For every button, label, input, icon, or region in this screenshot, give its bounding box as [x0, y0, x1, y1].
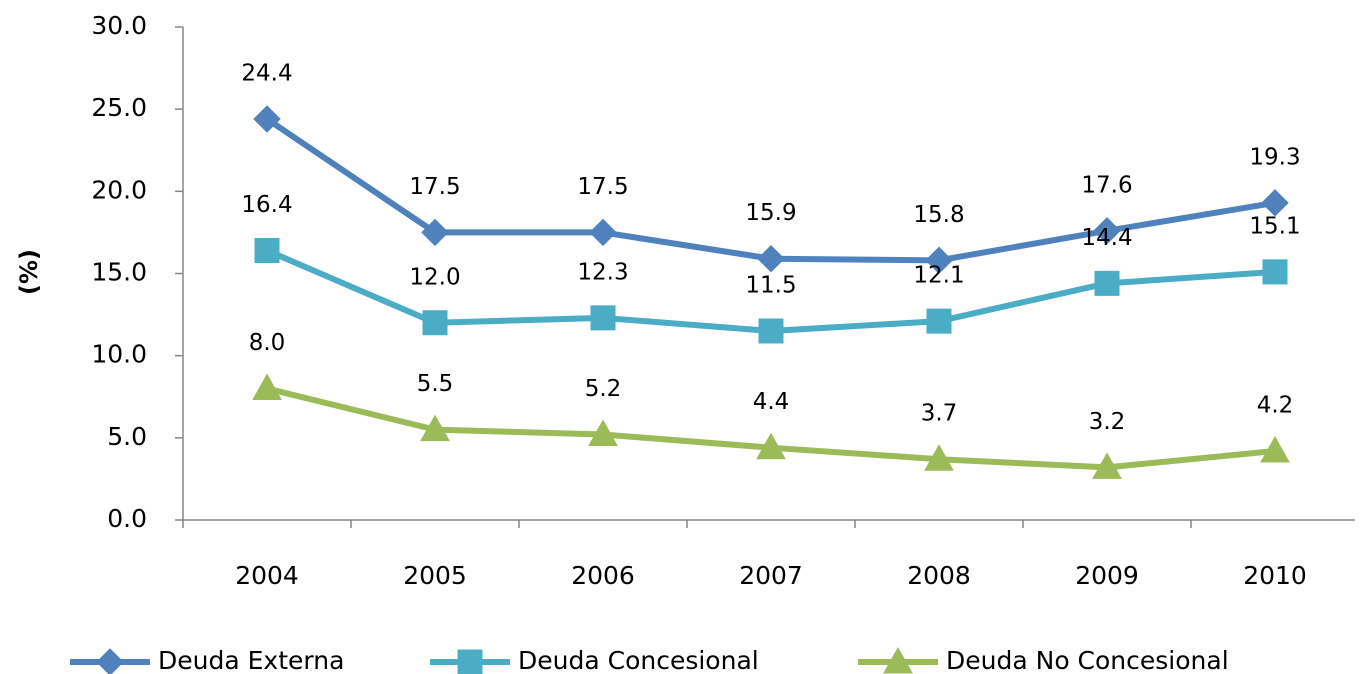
data-label: 16.4 — [241, 192, 292, 218]
point — [1092, 452, 1122, 479]
data-label: 17.6 — [1081, 172, 1132, 198]
data-label: 3.7 — [921, 401, 958, 427]
data-label: 8.0 — [249, 330, 286, 356]
point — [1261, 189, 1289, 217]
data-label: 12.3 — [577, 259, 628, 285]
data-label: 5.2 — [585, 376, 622, 402]
x-tick-label: 2008 — [907, 561, 971, 590]
point — [757, 245, 785, 273]
x-tick-label: 2004 — [235, 561, 299, 590]
y-tick-label: 25.0 — [91, 93, 147, 122]
data-label: 15.9 — [745, 200, 796, 226]
data-label: 4.4 — [753, 389, 790, 415]
point — [588, 419, 618, 447]
y-tick-label: 5.0 — [107, 422, 147, 451]
y-tick-label: 15.0 — [91, 258, 147, 287]
point — [924, 444, 954, 471]
legend-marker — [96, 648, 124, 674]
data-label: 4.2 — [1257, 392, 1294, 418]
data-label: 11.5 — [745, 273, 796, 299]
data-label: 15.1 — [1249, 213, 1300, 239]
data-label: 3.2 — [1089, 409, 1126, 435]
point — [252, 373, 282, 401]
data-label: 17.5 — [577, 174, 628, 200]
x-tick-label: 2009 — [1075, 561, 1139, 590]
point — [756, 432, 786, 460]
data-label: 14.4 — [1081, 225, 1132, 251]
point — [1093, 217, 1121, 245]
point — [1260, 435, 1290, 463]
x-tick-label: 2005 — [403, 561, 467, 590]
point — [421, 218, 449, 247]
y-tick-label: 0.0 — [107, 504, 147, 533]
y-tick-label: 20.0 — [91, 175, 147, 204]
data-label: 15.8 — [913, 202, 964, 228]
y-tick-label: 30.0 — [91, 11, 147, 40]
legend-label: Deuda No Concesional — [946, 646, 1229, 674]
point — [253, 105, 281, 133]
legend-label: Deuda Concesional — [518, 646, 759, 674]
data-label: 12.0 — [409, 264, 460, 290]
point — [926, 308, 952, 334]
data-label: 24.4 — [241, 61, 292, 87]
data-label: 19.3 — [1249, 144, 1300, 170]
data-label: 12.1 — [913, 263, 964, 289]
x-tick-label: 2010 — [1243, 561, 1307, 590]
point — [422, 310, 448, 336]
point — [925, 246, 953, 275]
point — [758, 318, 784, 344]
legend-marker — [457, 649, 483, 674]
legend-label: Deuda Externa — [158, 646, 344, 674]
x-tick-label: 2006 — [571, 561, 635, 590]
point — [589, 218, 617, 247]
data-label: 5.5 — [417, 371, 454, 397]
legend-marker — [883, 646, 913, 674]
y-tick-label: 10.0 — [91, 340, 147, 369]
point — [254, 237, 280, 263]
point — [590, 305, 616, 331]
y-axis-label: (%) — [15, 249, 43, 295]
x-tick-label: 2007 — [739, 561, 803, 590]
point — [420, 414, 450, 442]
data-label: 17.5 — [409, 174, 460, 200]
point — [1094, 270, 1120, 296]
point — [1262, 259, 1288, 285]
